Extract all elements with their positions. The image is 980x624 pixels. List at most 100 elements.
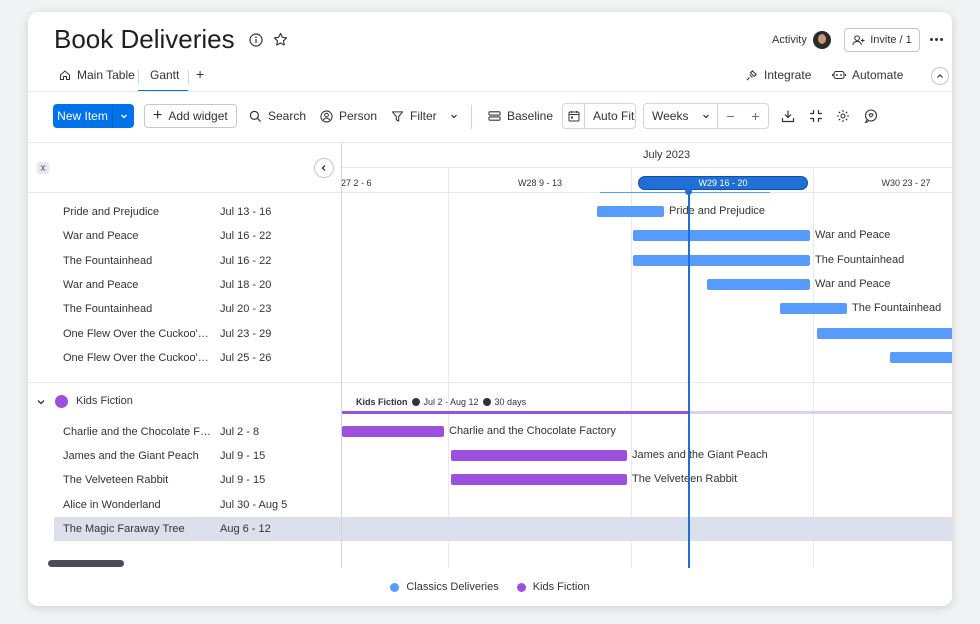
dot-icon: [482, 398, 491, 406]
toolbar-divider: [28, 142, 952, 143]
integrate-label: Integrate: [764, 68, 812, 82]
today-marker-dot: [685, 188, 692, 195]
activity-button[interactable]: Activity: [772, 31, 831, 49]
collapse-pane-button[interactable]: [314, 158, 334, 178]
gantt-bar-label: Pride and Prejudice: [669, 205, 766, 217]
gantt-bar[interactable]: [780, 303, 847, 314]
item-name: The Magic Faraway Tree: [63, 523, 185, 535]
tab-main-table[interactable]: Main Table: [59, 68, 135, 82]
group-header-kids-fiction[interactable]: Kids Fiction: [28, 390, 341, 414]
robot-icon: [832, 69, 846, 81]
legend: Classics Deliveries Kids Fiction: [28, 568, 952, 606]
week-label: W27 2 - 6: [341, 178, 372, 188]
add-view-icon[interactable]: +: [196, 66, 205, 82]
item-name: Alice in Wonderland: [63, 499, 161, 511]
item-name: The Fountainhead: [63, 303, 153, 315]
collapse-header-icon[interactable]: [931, 67, 949, 85]
gantt-bar[interactable]: [633, 255, 810, 266]
list-item[interactable]: War and Peace Jul 16 - 22: [28, 224, 341, 248]
list-item[interactable]: James and the Giant Peach Jul 9 - 15: [28, 444, 341, 468]
add-widget-button[interactable]: + Add widget: [144, 104, 237, 128]
zoom-out-button[interactable]: −: [726, 108, 735, 124]
group-color-dot: [55, 395, 68, 408]
calendar-icon: [563, 104, 585, 128]
board-title[interactable]: Book Deliveries: [54, 24, 235, 54]
gantt-bar[interactable]: [707, 279, 810, 290]
avatar: [812, 31, 831, 49]
list-item[interactable]: The Fountainhead Jul 20 - 23: [28, 297, 341, 321]
gantt-bar[interactable]: [451, 450, 627, 461]
item-dates: Jul 16 - 22: [220, 255, 272, 267]
feedback-icon[interactable]: [864, 109, 878, 123]
item-dates: Jul 20 - 23: [220, 303, 272, 315]
gantt-bar[interactable]: [633, 230, 810, 241]
list-item[interactable]: Alice in Wonderland Jul 30 - Aug 5: [28, 493, 341, 517]
info-icon[interactable]: [249, 33, 263, 47]
gantt-bar[interactable]: [342, 426, 444, 437]
horizontal-scrollbar[interactable]: [48, 560, 124, 567]
month-label: July 2023: [643, 149, 691, 161]
download-icon[interactable]: [781, 109, 795, 123]
chevron-down-icon[interactable]: [449, 111, 459, 121]
today-marker-line: [688, 190, 690, 568]
integrate-button[interactable]: Integrate: [745, 68, 811, 82]
zoom-in-button[interactable]: +: [751, 108, 760, 124]
weeks-select[interactable]: Weeks: [644, 104, 718, 128]
invite-label: Invite / 1: [870, 34, 912, 46]
invite-button[interactable]: Invite / 1: [844, 28, 920, 52]
week-label: W28 9 - 13: [517, 178, 563, 188]
gantt-bar-label: The Fountainhead: [852, 302, 942, 314]
week-label: W30 23 - 27: [881, 178, 931, 188]
gantt-bar[interactable]: [597, 206, 664, 217]
chevron-down-icon[interactable]: [113, 104, 134, 128]
week-gridline: [448, 167, 449, 568]
home-icon: [59, 69, 71, 81]
item-dates: Jul 9 - 15: [220, 450, 266, 462]
gantt-bar[interactable]: [451, 474, 627, 485]
search-button[interactable]: Search: [249, 104, 306, 128]
settings-gear-icon[interactable]: [836, 109, 850, 123]
auto-fit-button[interactable]: Auto Fit: [562, 103, 636, 129]
new-item-label: New Item: [53, 104, 113, 128]
automate-button[interactable]: Automate: [832, 68, 903, 82]
list-item[interactable]: Pride and Prejudice Jul 13 - 16: [28, 200, 341, 224]
item-name: One Flew Over the Cuckoo's ...: [63, 328, 213, 340]
filter-button[interactable]: Filter: [391, 104, 459, 128]
gantt-bar[interactable]: [890, 352, 952, 363]
search-label: Search: [268, 109, 307, 123]
gantt-timeline: July 2023 W27 2 - 6 W28 9 - 13 W29 16 - …: [341, 143, 952, 568]
list-item[interactable]: The Fountainhead Jul 16 - 22: [28, 249, 341, 273]
person-filter-button[interactable]: Person: [320, 104, 377, 128]
gantt-bar-label: The Fountainhead: [815, 254, 905, 266]
legend-dot-classics: [390, 582, 400, 592]
list-item[interactable]: Charlie and the Chocolate Fac... Jul 2 - …: [28, 420, 341, 444]
chevron-down-icon[interactable]: [36, 397, 46, 407]
list-item-selected[interactable]: The Magic Faraway Tree Aug 6 - 12: [54, 517, 341, 541]
item-dates: Jul 30 - Aug 5: [220, 499, 288, 511]
person-label: Person: [339, 109, 378, 123]
more-menu-icon[interactable]: [930, 38, 943, 41]
new-item-button[interactable]: New Item: [53, 104, 134, 128]
gantt-bar[interactable]: [817, 328, 952, 339]
list-item[interactable]: The Velveteen Rabbit Jul 9 - 15: [28, 468, 341, 492]
month-divider: [342, 167, 952, 168]
legend-item: Kids Fiction: [516, 581, 590, 593]
list-item[interactable]: One Flew Over the Cuckoo's ... Jul 25 - 2…: [28, 346, 341, 370]
auto-fit-label: Auto Fit: [593, 109, 635, 123]
item-name: War and Peace: [63, 279, 139, 291]
fullscreen-icon[interactable]: [809, 109, 823, 123]
item-name: War and Peace: [63, 230, 139, 242]
group-progress-remaining: [688, 411, 952, 414]
week-label-current[interactable]: W29 16 - 20: [638, 176, 808, 190]
collapse-all-icon[interactable]: [37, 162, 49, 174]
item-dates: Jul 13 - 16: [220, 206, 272, 218]
list-item[interactable]: War and Peace Jul 18 - 20: [28, 273, 341, 297]
app-window: Book Deliveries Activity Invite / 1 Main…: [28, 12, 952, 606]
legend-item: Classics Deliveries: [390, 581, 499, 593]
star-icon[interactable]: [273, 32, 288, 47]
tab-gantt[interactable]: Gantt: [150, 68, 179, 82]
week-gridline: [631, 167, 632, 568]
group-summary-days: 30 days: [494, 397, 527, 407]
list-item[interactable]: One Flew Over the Cuckoo's ... Jul 23 - 2…: [28, 322, 341, 346]
baseline-button[interactable]: Baseline: [488, 104, 553, 128]
